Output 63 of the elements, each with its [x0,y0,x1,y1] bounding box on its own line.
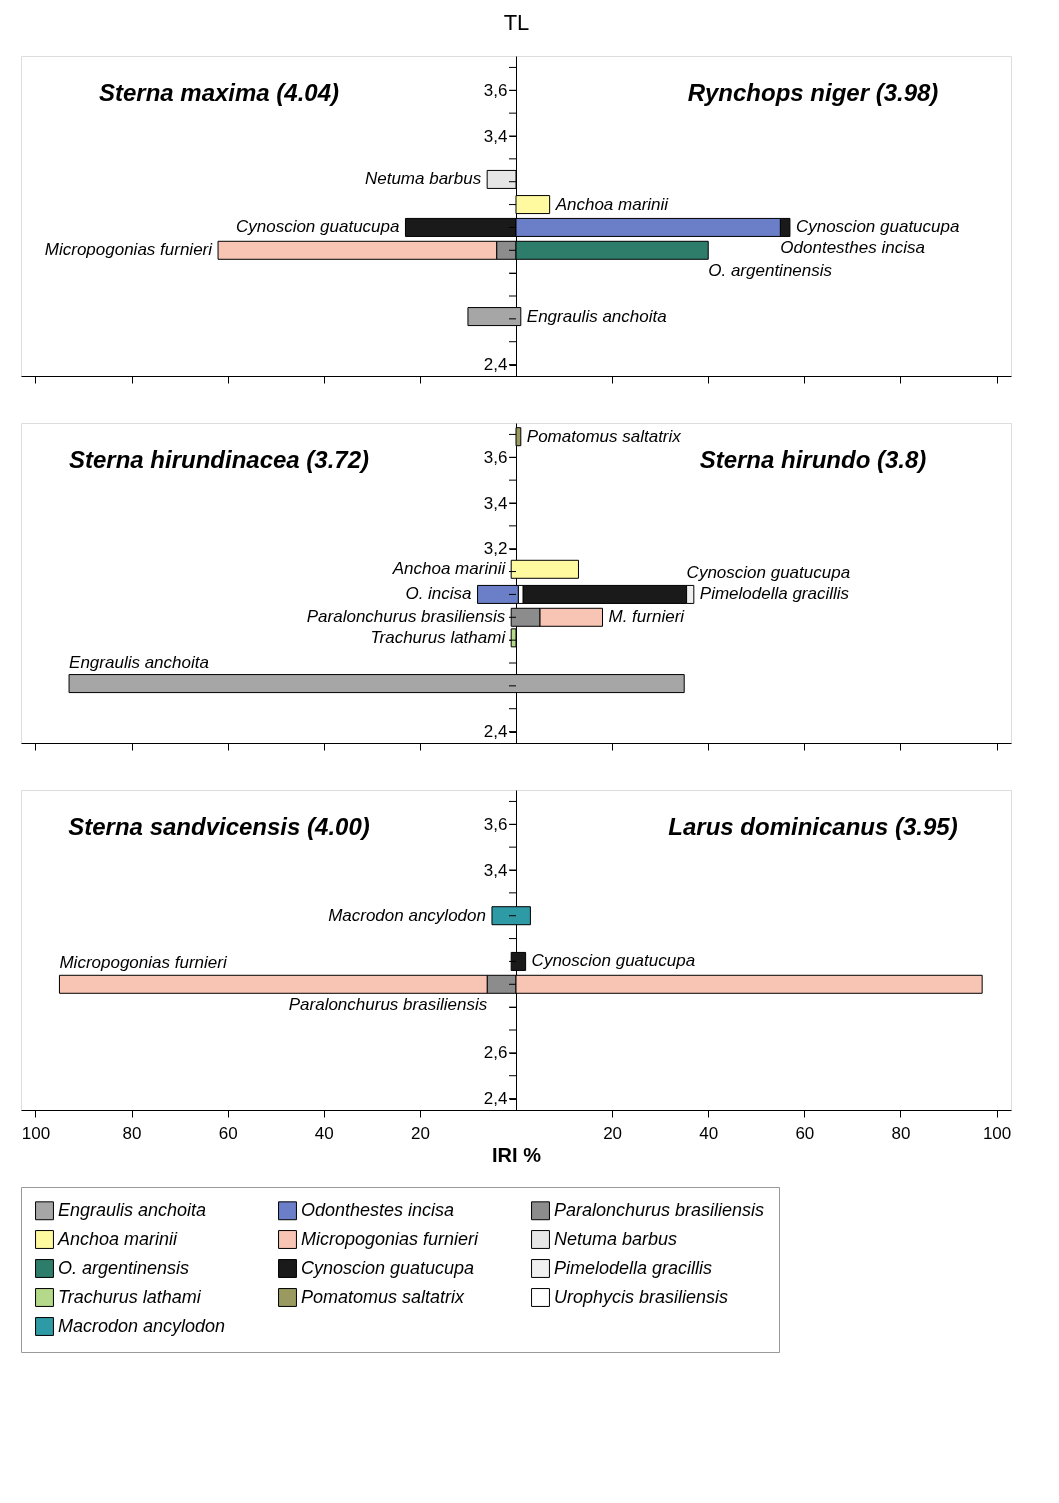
legend-label: Netuma barbus [554,1228,678,1249]
legend-label: Anchoa marinii [57,1228,179,1249]
annotation: Rynchops niger (3.98) [687,79,939,107]
annotation: Anchoa marinii [391,559,507,579]
annotation: Sterna hirundinacea (3.72) [68,446,370,474]
legend-label: Urophycis brasiliensis [554,1286,729,1307]
annotation: Micropogonias furnieri [59,953,228,973]
y-tick-label: 3,4 [483,126,508,146]
x-tick-label: 40 [699,1123,719,1143]
annotation: Cynoscion guatucupa [686,563,851,583]
annotation: O. argentinensis [708,261,833,281]
legend-label: Cynoscion guatucupa [301,1257,475,1278]
x-tick-label: 20 [603,1123,623,1143]
annotation: O. incisa [405,584,472,604]
y-tick-label: 3,6 [483,814,508,834]
y-axis-title: TL [503,9,530,35]
legend-label: Odonthestes incisa [301,1199,455,1220]
annotation: Engraulis anchoita [69,652,209,672]
annotation: Netuma barbus [364,169,482,189]
annotation: Pomatomus saltatrix [526,426,682,446]
legend-label: Engraulis anchoita [58,1199,207,1220]
x-tick-label: 100 [982,1123,1012,1143]
annotation: Trachurus lathami [370,627,507,647]
legend-label: Trachurus lathami [58,1286,202,1307]
annotation: Sterna hirundo (3.8) [699,446,927,474]
annotation: Odontesthes incisa [780,238,925,258]
y-tick-label: 2,4 [483,722,508,742]
annotation: Engraulis anchoita [526,306,667,326]
annotation: Macrodon ancylodon [328,905,486,925]
annotation: Cynoscion guatucupa [795,217,960,237]
y-tick-label: 2,4 [483,355,508,375]
y-tick-label: 3,6 [483,447,508,467]
x-tick-label: 60 [218,1123,238,1143]
y-tick-label: 3,2 [483,539,508,559]
y-tick-label: 2,6 [483,1043,508,1063]
x-tick-label: 20 [410,1123,430,1143]
x-tick-label: 60 [795,1123,815,1143]
x-axis-title: IRI % [492,1143,542,1166]
annotation: Sterna maxima (4.04) [98,79,340,107]
x-tick-label: 40 [314,1123,334,1143]
legend-label: Pimelodella gracillis [554,1257,713,1278]
annotation: Cynoscion guatucupa [235,217,400,237]
legend-label: Micropogonias furnieri [301,1228,480,1249]
annotation: Cynoscion guatucupa [531,951,696,971]
legend-label: Paralonchurus brasiliensis [554,1199,765,1220]
legend-label: Macrodon ancylodon [58,1315,226,1336]
legend-label: O. argentinensis [58,1257,190,1278]
annotation: M. furnieri [608,607,686,627]
annotation: Micropogonias furnieri [44,240,214,260]
annotation: Pimelodella gracillis [699,584,850,604]
legend-label: Pomatomus saltatrix [301,1286,466,1307]
annotation: Larus dominicanus (3.95) [668,813,958,841]
x-tick-label: 100 [21,1123,51,1143]
annotation: Sterna sandvicensis (4.00) [68,813,370,841]
y-tick-label: 3,4 [483,860,508,880]
y-tick-label: 3,6 [483,80,508,100]
x-tick-label: 80 [891,1123,911,1143]
annotation: Paralonchurus brasiliensis [306,607,506,627]
y-tick-label: 3,4 [483,493,508,513]
annotation: Anchoa marinii [554,194,670,214]
y-tick-label: 2,4 [483,1089,508,1109]
x-tick-label: 80 [122,1123,142,1143]
annotation: Paralonchurus brasiliensis [288,995,488,1015]
